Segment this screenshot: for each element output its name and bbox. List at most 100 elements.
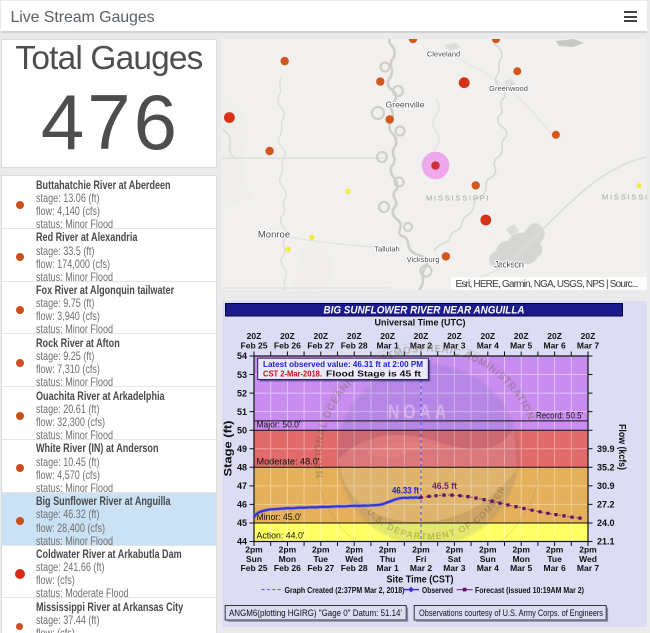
svg-text:49: 49 <box>237 444 247 454</box>
svg-text:Mar 6: Mar 6 <box>543 341 565 351</box>
svg-text:Wed: Wed <box>579 554 597 564</box>
svg-text:46: 46 <box>237 500 247 510</box>
svg-text:Fri: Fri <box>416 554 427 564</box>
svg-text:Thu: Thu <box>380 554 396 564</box>
svg-text:Latest observed value: 46.31: Latest observed value: 46.31 ft at 2:00 … <box>263 359 423 369</box>
svg-text:Flood Stage is 45 ft: Flood Stage is 45 ft <box>326 369 421 379</box>
svg-text:20Z: 20Z <box>447 331 462 341</box>
svg-text:Feb 25: Feb 25 <box>241 563 268 573</box>
svg-text:52: 52 <box>237 388 247 398</box>
svg-text:Major: 50.0': Major: 50.0' <box>257 419 301 429</box>
svg-text:Mon: Mon <box>512 554 529 564</box>
svg-text:51: 51 <box>237 407 247 417</box>
svg-text:Record: 50.5': Record: 50.5' <box>536 410 583 420</box>
svg-text:Esri, HERE, Garmin, NGA, USGS,: Esri, HERE, Garmin, NGA, USGS, NPS | Sou… <box>456 279 639 290</box>
svg-text:Feb 27: Feb 27 <box>307 341 334 351</box>
svg-text:MISSISSIPPI: MISSISSIPPI <box>426 194 490 203</box>
svg-text:45: 45 <box>237 518 247 528</box>
svg-text:20Z: 20Z <box>514 331 529 341</box>
svg-text:Flow (kcfs): Flow (kcfs) <box>616 424 627 470</box>
svg-text:MISSISSIPPI: MISSISSIPPI <box>602 193 647 202</box>
svg-text:Greenwood: Greenwood <box>489 84 528 93</box>
svg-text:20Z: 20Z <box>380 331 395 341</box>
svg-text:Mar 5: Mar 5 <box>510 563 532 573</box>
svg-text:2pm: 2pm <box>579 545 597 555</box>
svg-text:27.2: 27.2 <box>597 500 615 510</box>
svg-text:2pm: 2pm <box>479 545 497 555</box>
svg-text:20Z: 20Z <box>581 331 596 341</box>
svg-text:Sun: Sun <box>246 554 262 564</box>
svg-text:2pm: 2pm <box>312 545 330 555</box>
svg-text:BIG SUNFLOWER RIVER NEAR ANGUI: BIG SUNFLOWER RIVER NEAR ANGUILLA <box>324 305 525 317</box>
svg-text:Mar 4: Mar 4 <box>477 341 499 351</box>
svg-text:CST 2-Mar-2018.: CST 2-Mar-2018. <box>263 369 322 379</box>
svg-text:20Z: 20Z <box>480 331 495 341</box>
svg-text:Mar 3: Mar 3 <box>443 341 465 351</box>
svg-text:54: 54 <box>237 351 247 361</box>
svg-text:2pm: 2pm <box>279 545 297 555</box>
svg-text:Forecast (issued 10:19AM Mar 2: Forecast (issued 10:19AM Mar 2) <box>475 585 584 595</box>
svg-text:30.9: 30.9 <box>597 481 615 491</box>
svg-text:Mar 1: Mar 1 <box>376 341 398 351</box>
svg-text:21.1: 21.1 <box>597 537 615 547</box>
svg-text:20Z: 20Z <box>547 331 562 341</box>
svg-text:Mar 3: Mar 3 <box>443 563 465 573</box>
svg-text:Tue: Tue <box>547 554 562 564</box>
svg-text:20Z: 20Z <box>313 331 328 341</box>
svg-text:Feb 26: Feb 26 <box>274 563 301 573</box>
svg-text:Site Time (CST): Site Time (CST) <box>387 575 454 586</box>
svg-text:Mar 5: Mar 5 <box>510 341 532 351</box>
svg-text:Monroe: Monroe <box>258 230 290 241</box>
svg-text:Universal Time (UTC): Universal Time (UTC) <box>375 318 466 329</box>
svg-text:Mar 7: Mar 7 <box>577 341 599 351</box>
svg-text:Mar 4: Mar 4 <box>477 563 499 573</box>
svg-text:2pm: 2pm <box>446 545 464 555</box>
svg-text:Vicksburg: Vicksburg <box>407 255 440 264</box>
svg-text:Sat: Sat <box>448 554 461 564</box>
svg-text:2pm: 2pm <box>512 545 530 555</box>
svg-text:Greenville: Greenville <box>385 100 424 110</box>
svg-text:20Z: 20Z <box>347 331 362 341</box>
svg-text:53: 53 <box>237 370 247 380</box>
svg-text:Feb 27: Feb 27 <box>307 563 334 573</box>
svg-text:Observed: Observed <box>422 585 453 595</box>
svg-text:Feb 28: Feb 28 <box>341 563 368 573</box>
svg-text:Tue: Tue <box>314 554 329 564</box>
svg-text:Mar 1: Mar 1 <box>376 563 398 573</box>
svg-text:20Z: 20Z <box>414 331 429 341</box>
svg-text:20Z: 20Z <box>247 331 262 341</box>
svg-text:2pm: 2pm <box>345 545 363 555</box>
svg-text:Mar 2: Mar 2 <box>410 341 432 351</box>
svg-text:Cleveland: Cleveland <box>427 50 460 59</box>
svg-text:ANGM6(plotting HGIRG) "Gage 0": ANGM6(plotting HGIRG) "Gage 0" Datum: 51… <box>229 608 402 618</box>
svg-text:Feb 26: Feb 26 <box>274 341 301 351</box>
svg-text:Graph Created (2:37PM Mar 2, 2: Graph Created (2:37PM Mar 2, 2018) <box>285 585 405 595</box>
svg-text:Stage (ft): Stage (ft) <box>223 420 235 476</box>
svg-text:2pm: 2pm <box>412 545 430 555</box>
svg-text:2pm: 2pm <box>546 545 564 555</box>
svg-text:Mar 7: Mar 7 <box>577 563 599 573</box>
svg-text:Mar 2: Mar 2 <box>410 563 432 573</box>
svg-text:48: 48 <box>237 463 247 473</box>
svg-text:Tallulah: Tallulah <box>374 245 399 254</box>
svg-text:39.9: 39.9 <box>597 444 615 454</box>
svg-text:24.0: 24.0 <box>597 518 615 528</box>
svg-text:Feb 28: Feb 28 <box>341 341 368 351</box>
svg-text:Action: 44.0': Action: 44.0' <box>257 531 305 541</box>
svg-text:Moderate: 48.0': Moderate: 48.0' <box>257 457 320 467</box>
svg-text:Observations courtesy of U.S.: Observations courtesy of U.S. Army Corps… <box>419 608 603 618</box>
svg-text:Sun: Sun <box>480 554 496 564</box>
svg-text:Mar 6: Mar 6 <box>543 563 565 573</box>
svg-text:Feb 25: Feb 25 <box>241 341 268 351</box>
svg-text:Minor: 45.0': Minor: 45.0' <box>257 512 302 522</box>
svg-text:47: 47 <box>237 481 247 491</box>
svg-text:NOAA: NOAA <box>388 402 450 424</box>
svg-text:35.2: 35.2 <box>597 463 615 473</box>
svg-text:46.33 ft: 46.33 ft <box>392 486 419 496</box>
svg-text:46.5 ft: 46.5 ft <box>432 481 457 491</box>
svg-text:2pm: 2pm <box>379 545 397 555</box>
svg-text:2pm: 2pm <box>245 545 263 555</box>
svg-text:20Z: 20Z <box>280 331 295 341</box>
svg-text:Mon: Mon <box>279 554 296 564</box>
svg-text:Wed: Wed <box>345 554 363 564</box>
